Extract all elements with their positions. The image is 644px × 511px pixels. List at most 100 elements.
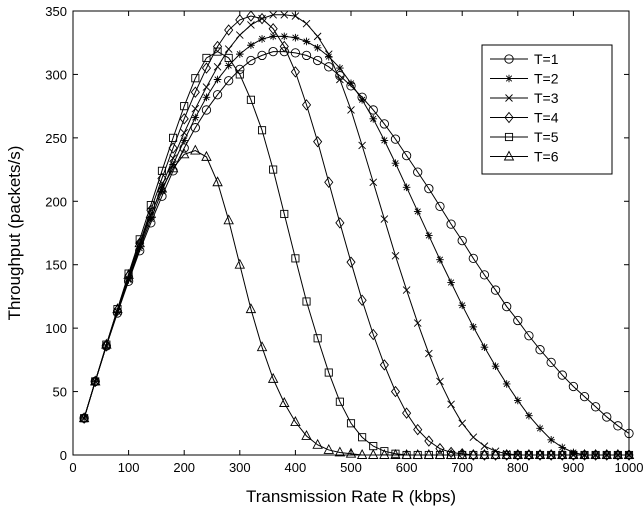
data-point [568, 449, 579, 459]
data-point [368, 105, 378, 115]
legend-item: T=4 [490, 110, 559, 126]
data-point [313, 43, 322, 52]
data-point [446, 446, 456, 459]
data-point [380, 136, 389, 145]
data-point [336, 75, 344, 84]
y-tick-label: 350 [45, 4, 67, 19]
legend: T=1 T=2 T=3 T=4 T=5 T=6 [481, 44, 613, 175]
data-point [169, 133, 178, 142]
data-point [324, 368, 333, 377]
legend-item: T=5 [490, 129, 559, 145]
data-point [525, 411, 533, 420]
data-point [468, 449, 479, 459]
y-tick-label: 200 [45, 194, 67, 209]
data-point [425, 349, 433, 358]
data-point [379, 449, 390, 459]
legend-label: T=3 [534, 90, 559, 106]
data-point [435, 442, 445, 455]
data-point [434, 449, 446, 459]
series-group [78, 10, 635, 461]
data-point [502, 449, 512, 461]
data-point [336, 64, 344, 72]
data-point [490, 449, 501, 461]
data-point [391, 159, 400, 168]
y-tick-label: 250 [45, 131, 67, 146]
data-point [257, 50, 267, 61]
data-point [280, 10, 289, 19]
data-point [545, 449, 557, 459]
data-point [112, 303, 123, 314]
data-point [101, 338, 112, 349]
data-point [335, 397, 344, 406]
data-point [180, 102, 189, 111]
data-point [623, 449, 635, 459]
data-point [134, 237, 145, 248]
data-point [90, 375, 100, 388]
data-point [468, 449, 478, 461]
data-point [524, 331, 534, 341]
data-point [291, 12, 300, 20]
data-point [579, 449, 590, 461]
data-point [312, 55, 323, 66]
data-point [313, 135, 323, 148]
data-point [568, 381, 579, 392]
data-point [536, 424, 544, 433]
legend-label: T=1 [534, 51, 559, 67]
legend-box [481, 44, 613, 175]
data-point [147, 215, 155, 223]
data-point [201, 105, 212, 115]
data-point [156, 182, 168, 193]
data-point [613, 449, 623, 461]
data-point [479, 270, 490, 280]
legend-marker [503, 150, 515, 161]
data-point [490, 285, 501, 295]
x-tick-label: 600 [396, 460, 418, 475]
data-point [513, 315, 523, 326]
x-tick-label: 900 [563, 460, 585, 475]
data-point [291, 254, 300, 263]
data-point [413, 319, 422, 327]
data-point [145, 208, 157, 218]
data-point [301, 99, 312, 111]
data-point [247, 21, 255, 29]
data-point [190, 86, 200, 98]
x-tick-label: 400 [285, 460, 307, 475]
data-point [367, 449, 379, 459]
data-point [469, 323, 478, 331]
legend-marker [505, 94, 513, 102]
data-point [457, 235, 467, 246]
x-tick-label: 1000 [615, 460, 644, 475]
data-point [313, 334, 322, 343]
data-point [356, 449, 368, 459]
data-point [357, 294, 367, 306]
legend-label: T=2 [534, 71, 559, 87]
data-point [269, 32, 277, 41]
data-point [180, 128, 189, 137]
data-point [157, 166, 167, 175]
data-point [213, 75, 222, 84]
legend-item: T=1 [490, 51, 559, 67]
data-point [89, 375, 101, 386]
data-point [224, 45, 233, 53]
data-point [202, 53, 211, 62]
data-point [491, 362, 500, 370]
data-point [512, 449, 524, 459]
data-point [557, 449, 568, 459]
data-point [258, 35, 266, 43]
data-point [179, 113, 189, 125]
y-tick-label: 100 [45, 321, 67, 336]
data-point [402, 286, 411, 294]
x-tick-label: 200 [173, 460, 195, 475]
data-point [468, 253, 478, 264]
plot-area-frame [72, 10, 630, 456]
x-tick-label: 700 [451, 460, 473, 475]
data-point [213, 47, 222, 56]
data-point [235, 31, 244, 39]
data-point [390, 385, 401, 398]
data-point [458, 301, 466, 310]
data-point [202, 93, 211, 102]
data-point [235, 14, 245, 26]
data-point [602, 449, 612, 461]
data-point [369, 115, 378, 123]
